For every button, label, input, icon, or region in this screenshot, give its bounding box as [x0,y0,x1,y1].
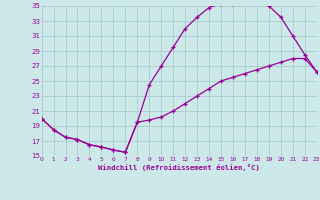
X-axis label: Windchill (Refroidissement éolien,°C): Windchill (Refroidissement éolien,°C) [98,164,260,171]
